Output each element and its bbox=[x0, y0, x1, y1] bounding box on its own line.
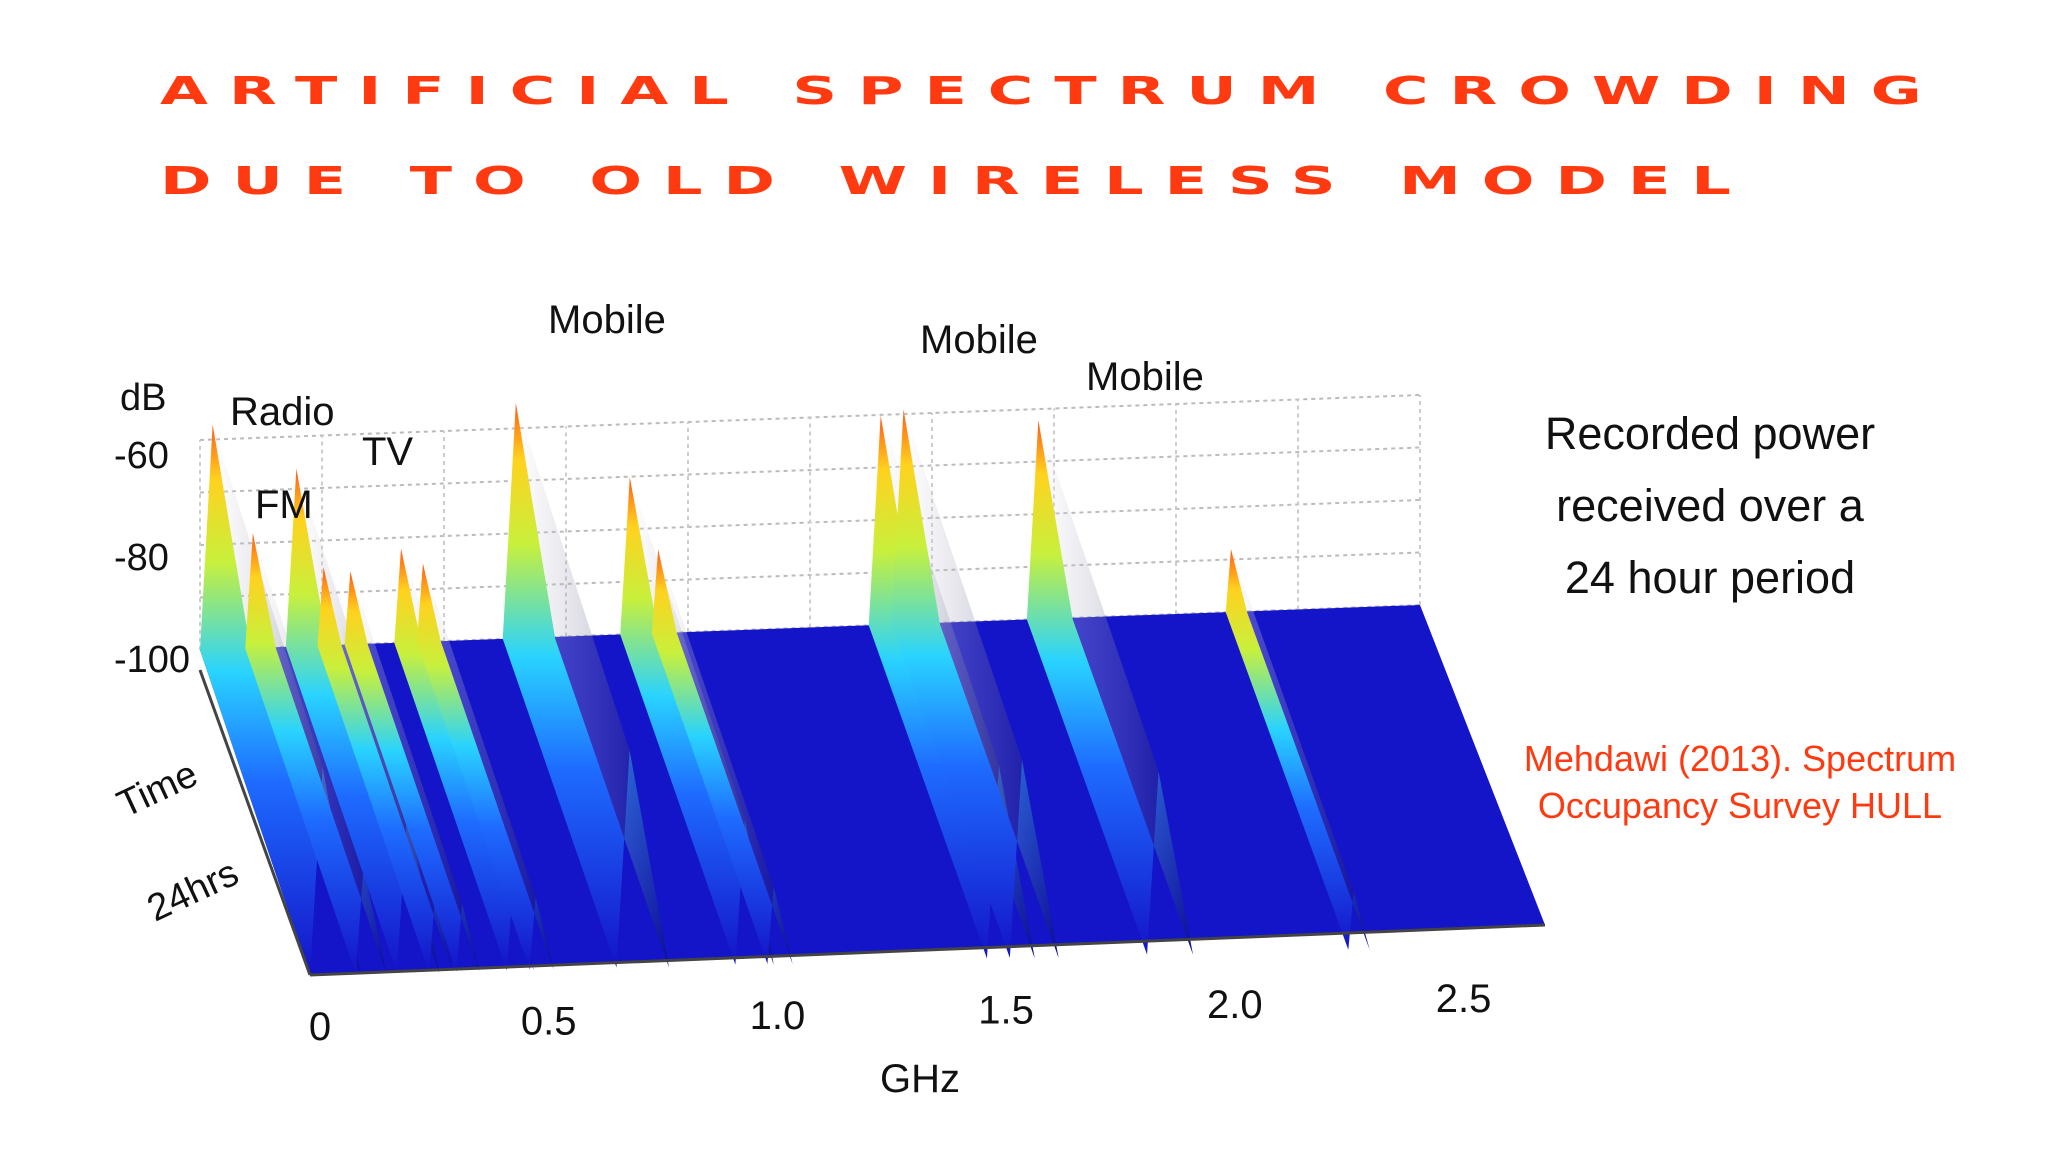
citation-line-1: Mehdawi (2013). Spectrum bbox=[1523, 738, 1957, 779]
band-ridge-shade bbox=[1038, 420, 1193, 955]
citation: Mehdawi (2013). Spectrum Occupancy Surve… bbox=[1470, 735, 2010, 829]
title-line-2: DUE TO OLD WIRELESS MODEL bbox=[160, 158, 1752, 204]
time-axis-label: Time bbox=[111, 753, 204, 826]
caption-line-2: received over a bbox=[1556, 480, 1864, 531]
z-tick-label: -80 bbox=[114, 537, 169, 579]
band-labels: Radio FM TV Mobile Mobile Mobile bbox=[230, 298, 1204, 527]
z-axis-label: dB bbox=[120, 377, 166, 419]
z-tick-label: -100 bbox=[114, 639, 190, 681]
caption: Recorded power received over a 24 hour p… bbox=[1450, 398, 1970, 614]
band-ridge-shade bbox=[903, 409, 1059, 958]
band-label: Mobile bbox=[1086, 355, 1204, 399]
z-tick-label: -60 bbox=[114, 435, 169, 477]
band-label: Mobile bbox=[548, 298, 666, 342]
band-label: TV bbox=[362, 430, 413, 474]
time-axis-line bbox=[198, 669, 312, 976]
x-tick-label: 0.5 bbox=[521, 999, 577, 1043]
title-line-1: ARTIFICIAL SPECTRUM CROWDING bbox=[160, 68, 1943, 114]
band-ridge-shade bbox=[658, 549, 793, 964]
x-tick-label: 1.0 bbox=[750, 994, 806, 1038]
grid-line bbox=[199, 446, 1421, 494]
caption-line-1: Recorded power bbox=[1544, 408, 1876, 459]
band-ridge-shade bbox=[350, 571, 480, 972]
band-ridge-shade bbox=[515, 402, 669, 968]
axes: 0 0.5 1.0 1.5 2.0 2.5 GHz dB -60 -80 -100 Time 24hrs bbox=[111, 377, 1546, 1101]
signal-bands bbox=[200, 402, 1370, 975]
x-axis-line bbox=[309, 923, 1546, 977]
citation-line-2: Occupancy Survey HULL bbox=[1537, 785, 1943, 826]
caption-line-3: 24 hour period bbox=[1564, 552, 1856, 603]
time-axis-sublabel: 24hrs bbox=[141, 852, 245, 930]
x-axis-label: GHz bbox=[880, 1057, 960, 1101]
band-label: FM bbox=[255, 483, 313, 527]
x-tick-label: 1.5 bbox=[978, 988, 1034, 1032]
x-tick-label: 0 bbox=[309, 1005, 331, 1049]
x-tick-label: 2.5 bbox=[1436, 977, 1492, 1021]
band-ridge-shade bbox=[422, 563, 554, 970]
band-label: Mobile bbox=[920, 318, 1038, 362]
x-tick-label: 2.0 bbox=[1207, 983, 1263, 1027]
band-ridge-shade bbox=[1231, 549, 1370, 950]
band-label: Radio bbox=[230, 390, 335, 434]
